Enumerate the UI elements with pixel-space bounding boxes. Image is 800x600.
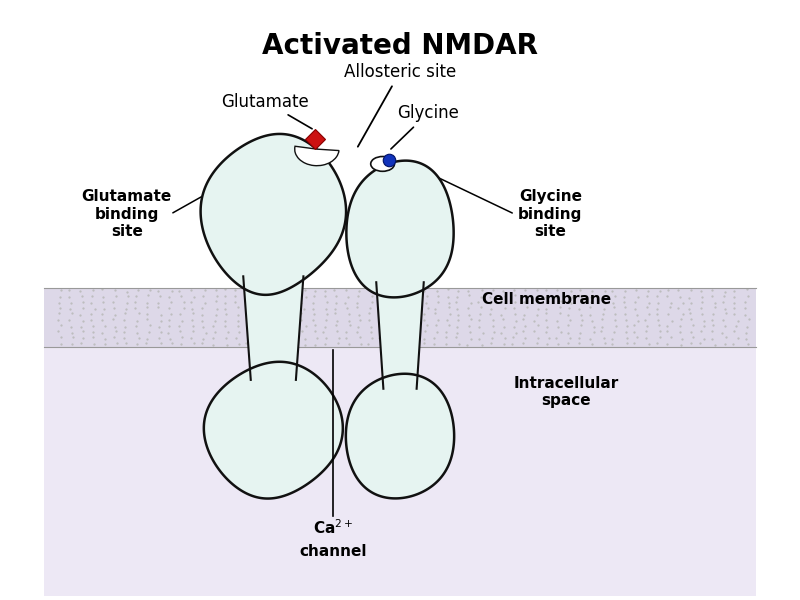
Text: Ca$^{2+}$: Ca$^{2+}$ bbox=[313, 518, 353, 537]
Ellipse shape bbox=[370, 157, 394, 172]
Polygon shape bbox=[376, 282, 424, 389]
Text: Activated NMDAR: Activated NMDAR bbox=[262, 32, 538, 59]
Bar bbox=[44, 288, 756, 347]
Polygon shape bbox=[243, 277, 303, 380]
Polygon shape bbox=[204, 362, 343, 499]
Text: Glutamate: Glutamate bbox=[222, 92, 312, 129]
Bar bbox=[44, 347, 756, 596]
Text: Allosteric site: Allosteric site bbox=[344, 63, 456, 147]
Text: Cell membrane: Cell membrane bbox=[482, 292, 611, 307]
Text: Glutamate
binding
site: Glutamate binding site bbox=[82, 190, 172, 239]
Polygon shape bbox=[346, 374, 454, 499]
Wedge shape bbox=[294, 146, 339, 166]
Text: Glycine: Glycine bbox=[391, 104, 458, 149]
Polygon shape bbox=[201, 134, 346, 295]
Text: Glycine
binding
site: Glycine binding site bbox=[518, 190, 582, 239]
Text: Intracellular
space: Intracellular space bbox=[514, 376, 619, 408]
Polygon shape bbox=[346, 161, 454, 298]
Text: channel: channel bbox=[299, 544, 366, 559]
